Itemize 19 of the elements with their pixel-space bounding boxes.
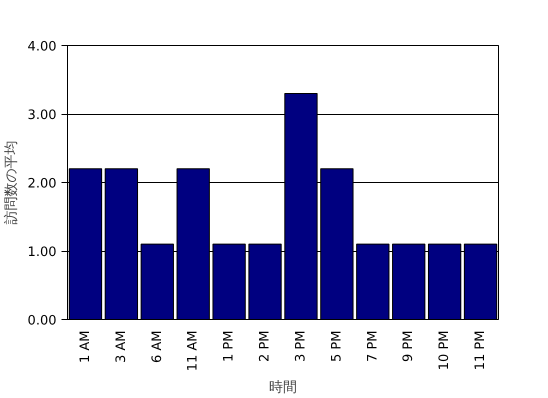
- y-tick-label: 2.00: [28, 176, 57, 192]
- x-tick-label: 2 PM: [258, 330, 273, 362]
- y-tick-label: 4.00: [28, 40, 57, 54]
- x-tick-label: 3 PM: [293, 330, 308, 362]
- x-tick-label: 11 PM: [473, 330, 488, 370]
- x-tick-label: 10 PM: [437, 330, 452, 370]
- x-tick-label: 9 PM: [401, 330, 416, 362]
- x-tick-label: 3 AM: [114, 330, 129, 364]
- y-tick-label: 0.00: [28, 314, 57, 328]
- y-tick-label: 1.00: [28, 245, 57, 260]
- x-tick-label: 6 AM: [150, 330, 165, 364]
- x-tick-label: 1 AM: [78, 330, 93, 364]
- x-axis-title: 時間: [269, 379, 297, 396]
- x-tick-label: 5 PM: [329, 330, 344, 362]
- y-tick-label: 3.00: [28, 108, 57, 123]
- x-tick-label: 1 PM: [222, 330, 237, 362]
- x-tick-label: 11 AM: [186, 330, 201, 372]
- y-axis-title: 訪問数の平均: [4, 140, 20, 224]
- x-tick-label: 7 PM: [365, 330, 380, 362]
